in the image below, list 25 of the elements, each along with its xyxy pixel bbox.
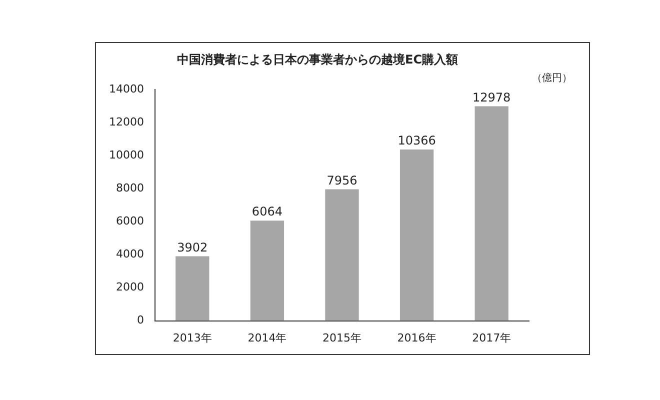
y-tick-label: 14000 (108, 82, 144, 96)
bar (176, 256, 210, 321)
x-tick-label: 2013年 (172, 331, 212, 344)
x-tick-label: 2014年 (248, 331, 287, 344)
bar (250, 220, 284, 321)
data-label: 3902 (177, 240, 208, 254)
x-tick-label: 2015年 (322, 331, 362, 344)
bar (474, 106, 508, 321)
data-label: 12978 (472, 90, 511, 104)
y-tick-label: 8000 (116, 181, 144, 194)
x-tick-label: 2016年 (397, 331, 436, 344)
data-label: 6064 (252, 204, 282, 219)
data-label: 10366 (398, 134, 436, 148)
data-label: 7956 (326, 173, 358, 188)
x-tick-label: 2017年 (472, 331, 512, 344)
y-tick-label: 12000 (108, 115, 144, 128)
y-axis-title: （億円） (532, 72, 572, 84)
y-tick-label: 0 (136, 314, 144, 327)
y-tick-label: 6000 (116, 214, 144, 228)
y-tick-label: 2000 (116, 280, 144, 294)
chart-title: 中国消費者による日本の事業者からの越境EC購入額 (176, 52, 458, 66)
bar (325, 189, 359, 321)
bar (400, 149, 434, 321)
y-tick-label: 4000 (116, 248, 144, 261)
y-tick-label: 10000 (108, 148, 144, 162)
